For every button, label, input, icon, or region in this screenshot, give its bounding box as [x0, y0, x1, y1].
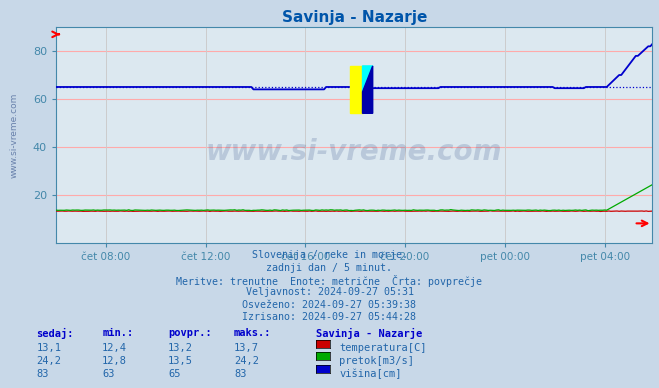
Text: povpr.:: povpr.: — [168, 328, 212, 338]
Text: Izrisano: 2024-09-27 05:44:28: Izrisano: 2024-09-27 05:44:28 — [243, 312, 416, 322]
Text: temperatura[C]: temperatura[C] — [339, 343, 427, 353]
Text: 83: 83 — [36, 369, 49, 379]
Text: Osveženo: 2024-09-27 05:39:38: Osveženo: 2024-09-27 05:39:38 — [243, 300, 416, 310]
Text: 63: 63 — [102, 369, 115, 379]
Text: maks.:: maks.: — [234, 328, 272, 338]
Text: 13,2: 13,2 — [168, 343, 193, 353]
Text: Slovenija / reke in morje.: Slovenija / reke in morje. — [252, 250, 407, 260]
Text: www.si-vreme.com: www.si-vreme.com — [10, 92, 18, 178]
Polygon shape — [362, 66, 373, 113]
Text: zadnji dan / 5 minut.: zadnji dan / 5 minut. — [266, 263, 393, 273]
Text: 13,5: 13,5 — [168, 356, 193, 366]
Text: sedaj:: sedaj: — [36, 328, 74, 339]
Text: pretok[m3/s]: pretok[m3/s] — [339, 356, 415, 366]
Text: 24,2: 24,2 — [234, 356, 259, 366]
Text: www.si-vreme.com: www.si-vreme.com — [206, 138, 502, 166]
Title: Savinja - Nazarje: Savinja - Nazarje — [281, 10, 427, 24]
Text: 12,8: 12,8 — [102, 356, 127, 366]
Text: 12,4: 12,4 — [102, 343, 127, 353]
Text: 83: 83 — [234, 369, 246, 379]
Text: višina[cm]: višina[cm] — [339, 369, 402, 379]
Text: 13,7: 13,7 — [234, 343, 259, 353]
Text: Meritve: trenutne  Enote: metrične  Črta: povprečje: Meritve: trenutne Enote: metrične Črta: … — [177, 275, 482, 287]
Text: min.:: min.: — [102, 328, 133, 338]
Text: Veljavnost: 2024-09-27 05:31: Veljavnost: 2024-09-27 05:31 — [246, 287, 413, 297]
Bar — [350, 66, 362, 113]
Text: 13,1: 13,1 — [36, 343, 61, 353]
Polygon shape — [362, 66, 373, 92]
Text: Savinja - Nazarje: Savinja - Nazarje — [316, 328, 422, 339]
Text: 24,2: 24,2 — [36, 356, 61, 366]
Text: 65: 65 — [168, 369, 181, 379]
